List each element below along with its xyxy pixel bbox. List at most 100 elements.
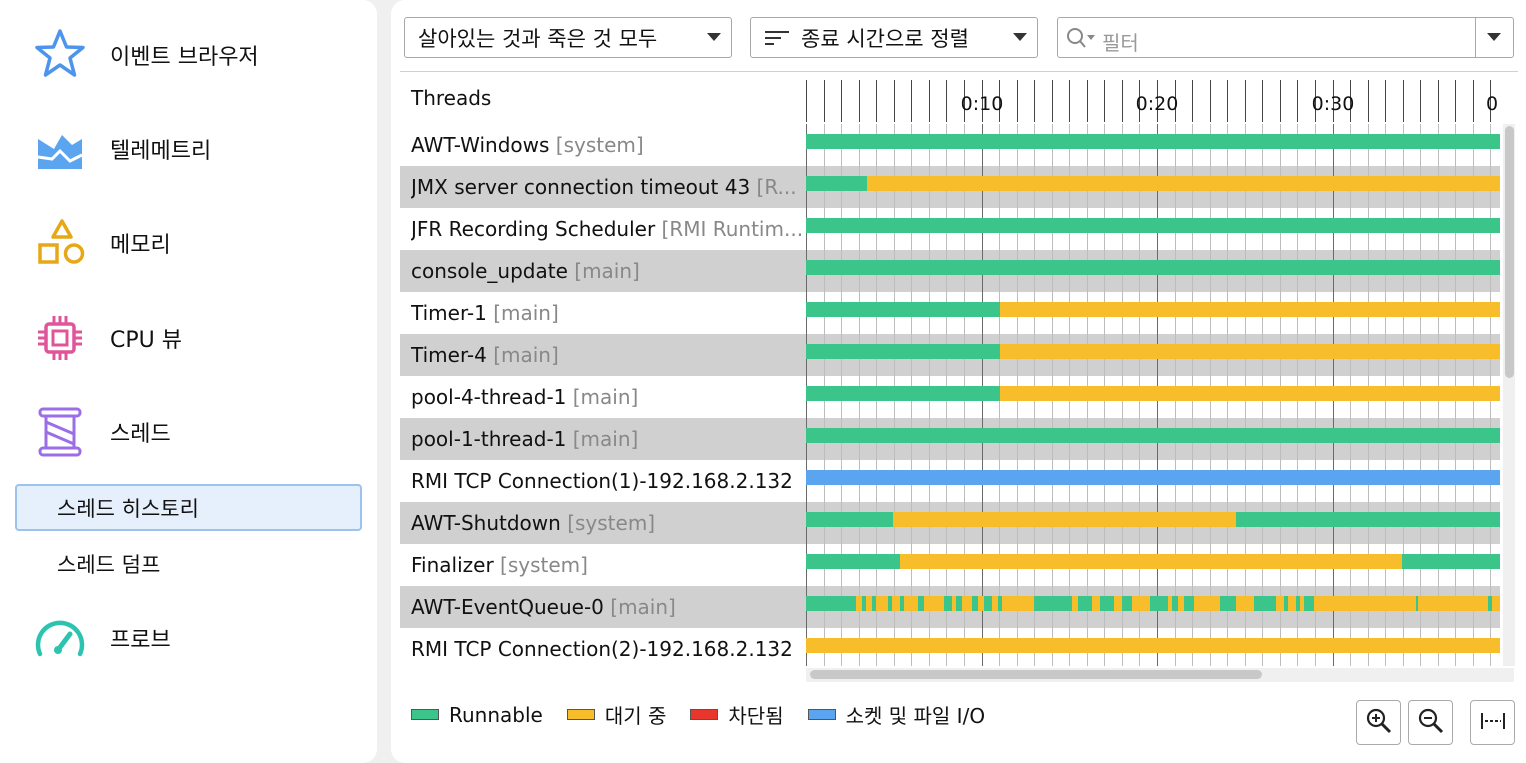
thread-state-segment [952,596,956,611]
thread-name: AWT-EventQueue-0 [main] [411,595,801,619]
thread-state-segment [1000,302,1500,317]
thread-state-segment [806,470,1500,485]
thread-row[interactable]: JFR Recording Scheduler [RMI Runtim... [400,208,1500,250]
thread-state-segment [1236,596,1254,611]
thread-state-segment [944,596,952,611]
thread-state-segment [888,596,892,611]
legend-label: 차단됨 [728,704,784,728]
thread-state-segment [1418,596,1420,611]
thread-group-text: [R... [756,175,797,199]
thread-group-text: [main] [493,301,559,325]
time-tick-label: 0 [1486,93,1498,115]
thread-state-segment [900,596,904,611]
thread-state-segment [866,596,872,611]
vertical-scrollbar-thumb[interactable] [1505,126,1514,378]
shapes-icon [30,213,90,273]
thread-state-segment [892,596,900,611]
thread-state-segment [1002,596,1034,611]
thread-row[interactable]: pool-4-thread-1 [main] [400,376,1500,418]
thread-group-text: [main] [574,259,640,283]
thread-state-segment [1184,596,1194,611]
thread-state-segment [1488,596,1492,611]
thread-state-segment [904,596,918,611]
nav-thread-history[interactable]: 스레드 히스토리 [15,484,362,531]
nav-cpu[interactable]: CPU 뷰 [0,298,377,378]
thread-state-segment [1178,596,1184,611]
thread-name-text: JMX server connection timeout 43 [411,175,751,199]
zoom-in-button[interactable] [1356,700,1401,745]
thread-name-text: console_update [411,259,568,283]
thread-state-segment [806,344,1000,359]
thread-name: JFR Recording Scheduler [RMI Runtim... [411,217,801,241]
search-icon [1066,27,1098,53]
thread-state-segment [1316,596,1416,611]
thread-status-select[interactable]: 살아있는 것과 죽은 것 모두 [404,17,732,58]
nav-telemetry[interactable]: 텔레메트리 [0,109,377,189]
thread-name: RMI TCP Connection(2)-192.168.2.132 ... [411,637,801,661]
divider [400,71,1518,72]
sort-select-value: 종료 시간으로 정렬 [801,26,969,51]
thread-state-segment [1304,596,1314,611]
legend-label: 소켓 및 파일 I/O [845,704,986,728]
nav-label: 스레드 [110,422,171,447]
zoom-out-button[interactable] [1408,700,1453,745]
legend-io: 소켓 및 파일 I/O [807,700,986,729]
legend-swatch [566,709,595,720]
nav-threads[interactable]: 스레드 [0,392,377,472]
thread-state-segment [956,596,962,611]
thread-state-segment [1402,554,1500,569]
thread-state-segment [900,554,1402,569]
thread-row[interactable]: Timer-1 [main] [400,292,1500,334]
thread-state-segment [972,596,978,611]
telemetry-chart-icon [30,119,90,179]
thread-row[interactable]: RMI TCP Connection(2)-192.168.2.132 ... [400,628,1500,666]
thread-group-text: [system] [555,133,644,157]
thread-name-text: AWT-Shutdown [411,511,561,535]
sort-lines-icon [765,28,789,48]
thread-name-text: RMI TCP Connection(1)-192.168.2.132 ... [411,469,801,493]
thread-state-segment [924,596,944,611]
nav-label: 텔레메트리 [110,139,212,164]
horizontal-scrollbar-thumb[interactable] [810,670,1262,679]
thread-name: AWT-Shutdown [system] [411,511,801,535]
filter-input[interactable]: 필터 [1057,17,1514,58]
thread-group-text: [main] [493,343,559,367]
thread-state-segment [1276,596,1284,611]
thread-state-segment [1034,596,1072,611]
thread-row[interactable]: AWT-Windows [system] [400,124,1500,166]
sort-select[interactable]: 종료 시간으로 정렬 [750,17,1038,58]
chevron-down-icon [707,33,721,41]
thread-group-text: [main] [572,385,639,409]
thread-name: Timer-4 [main] [411,343,801,367]
thread-name: JMX server connection timeout 43 [R... [411,175,801,199]
thread-state-segment [1078,596,1092,611]
thread-name-text: AWT-EventQueue-0 [411,595,604,619]
thread-state-segment [806,176,867,191]
thread-state-segment [806,596,856,611]
thread-state-segment [1114,596,1122,611]
legend-runnable: Runnable [411,703,543,727]
nav-memory[interactable]: 메모리 [0,203,377,283]
thread-name-text: Timer-1 [411,301,487,325]
nav-probes[interactable]: 프로브 [0,598,377,678]
zoom-in-icon [1365,707,1393,739]
thread-group-text: [main] [610,595,676,619]
thread-state-segment [872,596,876,611]
thread-state-segment [1492,596,1500,611]
thread-state-segment [806,386,1000,401]
thread-row[interactable]: RMI TCP Connection(1)-192.168.2.132 ... [400,460,1500,502]
thread-name-text: RMI TCP Connection(2)-192.168.2.132 ... [411,637,801,661]
nav-label: 메모리 [110,233,171,258]
thread-state-segment [1092,596,1100,611]
thread-state-segment [876,596,888,611]
fit-width-button[interactable] [1470,700,1515,745]
threads-column-header: Threads [411,86,492,110]
nav-thread-dump[interactable]: 스레드 덤프 [57,552,161,577]
thread-row[interactable]: Finalizer [system] [400,544,1500,586]
filter-dropdown-button[interactable] [1475,18,1513,57]
thread-state-segment [867,176,1500,191]
thread-name: pool-4-thread-1 [main] [411,385,801,409]
nav-event-browser[interactable]: 이벤트 브라우저 [0,15,377,95]
legend-swatch [807,709,836,720]
thread-state-segment [862,596,866,611]
